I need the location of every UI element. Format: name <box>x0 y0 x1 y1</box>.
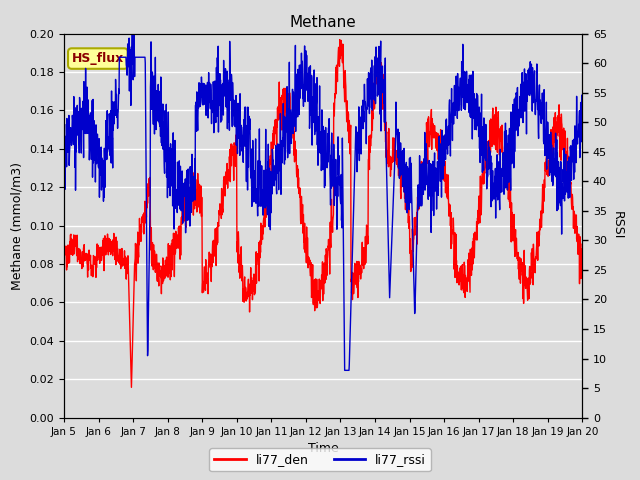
Legend: li77_den, li77_rssi: li77_den, li77_rssi <box>209 448 431 471</box>
Text: HS_flux: HS_flux <box>72 52 124 65</box>
Title: Methane: Methane <box>290 15 356 30</box>
Y-axis label: Methane (mmol/m3): Methane (mmol/m3) <box>11 162 24 289</box>
X-axis label: Time: Time <box>308 442 339 455</box>
Y-axis label: RSSI: RSSI <box>611 211 623 240</box>
